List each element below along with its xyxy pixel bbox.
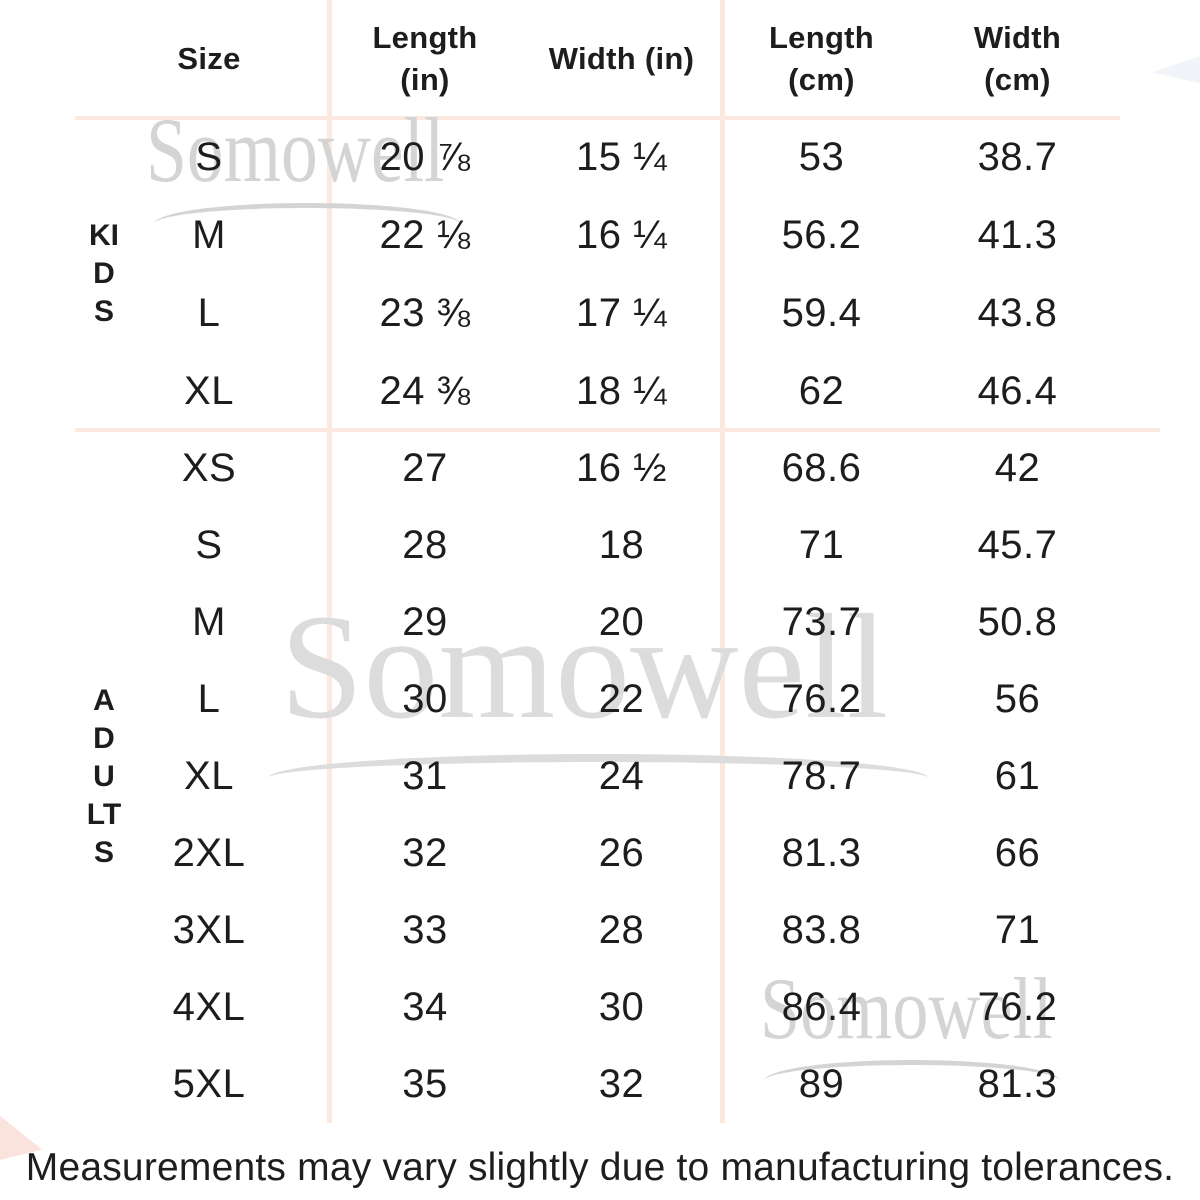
length-in-cell: 23 ⅜ <box>379 290 471 335</box>
width-in-cell: 16 ¼ <box>576 212 667 257</box>
length-cm-cell: 71 <box>798 523 845 567</box>
width-cm-cell: 66 <box>994 831 1041 875</box>
table-row: M 22 ⅛ 16 ¼ 56.2 41.3 <box>0 196 1115 274</box>
table-row: XL 24 ⅜ 18 ¼ 62 46.4 <box>0 352 1115 430</box>
size-cell: 2XL <box>172 831 246 875</box>
width-in-cell: 28 <box>598 908 645 952</box>
kids-group-label: KIDS <box>89 219 119 328</box>
header-divider <box>75 116 1120 120</box>
width-in-cell: 22 <box>598 677 645 721</box>
size-chart-table: Size Length (in) Width (in) Length (cm) … <box>0 0 1115 1123</box>
length-in-cell: 33 <box>402 908 448 952</box>
size-cell: M <box>192 600 226 644</box>
table-row: L 30 22 76.2 56 <box>0 661 1115 738</box>
length-cm-cell: 53 <box>798 134 845 179</box>
length-cm-cell: 76.2 <box>781 677 862 721</box>
length-cm-cell: 83.8 <box>781 908 862 952</box>
width-cm-cell: 43.8 <box>977 290 1058 335</box>
length-cm-cell: 73.7 <box>781 600 862 644</box>
length-cm-cell: 68.6 <box>781 446 862 490</box>
width-cm-cell: 45.7 <box>977 523 1058 567</box>
length-cm-cell: 89 <box>798 1062 845 1106</box>
table-header-row: Size Length (in) Width (in) Length (cm) … <box>0 0 1115 118</box>
table-row: M 29 20 73.7 50.8 <box>0 584 1115 661</box>
width-in-cell: 26 <box>598 831 645 875</box>
length-in-cell: 22 ⅛ <box>379 212 471 257</box>
length-in-cell: 29 <box>402 600 448 644</box>
size-cell: S <box>195 134 223 179</box>
header-length-in: Length (in) <box>372 20 478 97</box>
width-cm-cell: 81.3 <box>977 1062 1058 1106</box>
width-cm-cell: 61 <box>994 754 1041 798</box>
size-cell: 4XL <box>172 985 246 1029</box>
adults-section: ADULTS XS 27 16 ½ 68.6 42 S 28 18 71 45.… <box>0 430 1115 1123</box>
width-in-cell: 18 ¼ <box>576 368 667 413</box>
header-size: Size <box>177 41 241 77</box>
width-cm-cell: 76.2 <box>977 985 1058 1029</box>
kids-adults-divider <box>75 428 1160 432</box>
size-cell: 3XL <box>172 908 246 952</box>
width-cm-cell: 56 <box>994 677 1041 721</box>
length-cm-cell: 56.2 <box>781 212 862 257</box>
table-row: XS 27 16 ½ 68.6 42 <box>0 430 1115 507</box>
table-row: XL 31 24 78.7 61 <box>0 738 1115 815</box>
width-in-cell: 24 <box>598 754 645 798</box>
width-in-cell: 30 <box>598 985 645 1029</box>
table-row: 2XL 32 26 81.3 66 <box>0 815 1115 892</box>
length-in-cell: 24 ⅜ <box>379 368 471 413</box>
header-width-cm: Width (cm) <box>973 20 1062 97</box>
width-cm-cell: 42 <box>994 446 1041 490</box>
width-in-cell: 32 <box>598 1062 645 1106</box>
width-in-cell: 15 ¼ <box>576 134 667 179</box>
kids-section: KIDS S 20 ⅞ 15 ¼ 53 38.7 M 22 ⅛ 16 ¼ 56.… <box>0 118 1115 430</box>
size-cell: M <box>192 212 226 257</box>
width-cm-cell: 46.4 <box>977 368 1058 413</box>
size-cell: 5XL <box>172 1062 246 1106</box>
table-row: S 20 ⅞ 15 ¼ 53 38.7 <box>0 118 1115 196</box>
header-width-in: Width (in) <box>548 41 695 77</box>
table-row: L 23 ⅜ 17 ¼ 59.4 43.8 <box>0 274 1115 352</box>
length-in-cell: 27 <box>402 446 448 490</box>
size-cell: L <box>197 677 221 721</box>
length-cm-cell: 81.3 <box>781 831 862 875</box>
adults-group-label: ADULTS <box>86 683 122 869</box>
width-cm-cell: 38.7 <box>977 134 1058 179</box>
table-row: 5XL 35 32 89 81.3 <box>0 1046 1115 1123</box>
column-divider-right <box>720 0 725 1123</box>
table-row: 3XL 33 28 83.8 71 <box>0 892 1115 969</box>
length-cm-cell: 59.4 <box>781 290 862 335</box>
width-in-cell: 16 ½ <box>576 446 667 490</box>
tolerance-note: Measurements may vary slightly due to ma… <box>25 1146 1175 1189</box>
size-cell: S <box>195 523 223 567</box>
table-row: 4XL 34 30 86.4 76.2 <box>0 969 1115 1046</box>
length-in-cell: 30 <box>402 677 448 721</box>
length-cm-cell: 86.4 <box>781 985 862 1029</box>
length-in-cell: 28 <box>402 523 448 567</box>
length-in-cell: 34 <box>402 985 448 1029</box>
width-in-cell: 18 <box>598 523 645 567</box>
width-cm-cell: 41.3 <box>977 212 1058 257</box>
top-right-swoosh-decoration <box>1152 52 1200 86</box>
length-cm-cell: 78.7 <box>781 754 862 798</box>
length-in-cell: 31 <box>402 754 448 798</box>
column-divider-left <box>327 0 332 1123</box>
table-row: S 28 18 71 45.7 <box>0 507 1115 584</box>
header-length-cm: Length (cm) <box>768 20 875 97</box>
width-cm-cell: 71 <box>994 908 1041 952</box>
width-in-cell: 20 <box>598 600 645 644</box>
size-cell: XL <box>184 368 234 413</box>
size-cell: XS <box>181 446 237 490</box>
length-cm-cell: 62 <box>798 368 845 413</box>
length-in-cell: 20 ⅞ <box>379 134 471 179</box>
size-cell: L <box>197 290 221 335</box>
width-in-cell: 17 ¼ <box>576 290 667 335</box>
length-in-cell: 35 <box>402 1062 448 1106</box>
length-in-cell: 32 <box>402 831 448 875</box>
size-cell: XL <box>184 754 234 798</box>
width-cm-cell: 50.8 <box>977 600 1058 644</box>
